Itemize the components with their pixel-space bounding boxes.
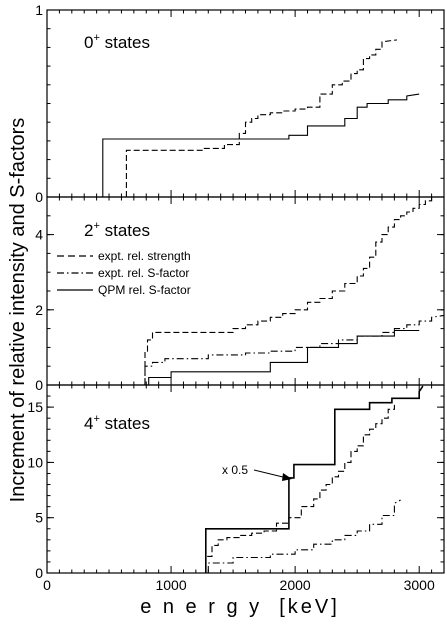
series-dashed [205, 404, 395, 573]
panel-label: 4+ states [84, 413, 150, 433]
panel-0: 0 1 0+ states [35, 2, 445, 205]
x-axis-title: e n e r g y [keV] [140, 596, 340, 618]
x-axis: 0 1000 2000 3000 [43, 577, 435, 593]
series-dashdot [207, 499, 401, 573]
legend-label-qpm-sfactor: QPM rel. S-factor [98, 283, 191, 297]
y-tick-label: 0 [35, 377, 43, 393]
y-tick-label: 2 [35, 302, 43, 318]
annotation-arrow-line [253, 469, 288, 479]
scale-annotation: x 0.5 [222, 463, 292, 481]
y-tick-label: 0 [35, 565, 43, 581]
series-solid [205, 385, 424, 573]
panel-1: 0 2 4 2+ states [35, 196, 445, 393]
x-tick-label: 0 [43, 577, 51, 593]
legend-label-expt-strength: expt. rel. strength [98, 249, 191, 263]
panel-2: 0 5 10 15 4+ states [27, 384, 445, 581]
panel-label: 0+ states [84, 32, 150, 52]
legend: expt. rel. strength expt. rel. S-factor … [57, 249, 191, 297]
y-tick-label: 10 [27, 454, 43, 470]
y-tick-label: 4 [35, 227, 43, 243]
y-axis-title: Increment of relative intensity and S-fa… [7, 118, 29, 503]
panel-label: 2+ states [84, 220, 150, 240]
x-tick-label: 1000 [155, 577, 186, 593]
series-dashed [125, 39, 397, 197]
x-tick-label: 2000 [280, 577, 311, 593]
series-solid [102, 93, 420, 197]
chart-panels: 0 1 0+ states 0 2 4 2+ states 0 5 10 15 4+ states [27, 2, 445, 581]
y-tick-label: 15 [27, 399, 43, 415]
series-solid [148, 329, 420, 385]
y-tick-label: 1 [35, 2, 43, 18]
y-tick-label: 5 [35, 510, 43, 526]
x-tick-label: 3000 [404, 577, 435, 593]
series-dashed [144, 196, 444, 385]
series-dashdot [144, 314, 445, 385]
annotation-arrowhead [282, 473, 292, 481]
legend-label-expt-sfactor: expt. rel. S-factor [98, 266, 189, 280]
y-tick-label: 0 [35, 189, 43, 205]
annotation-text: x 0.5 [222, 463, 248, 477]
